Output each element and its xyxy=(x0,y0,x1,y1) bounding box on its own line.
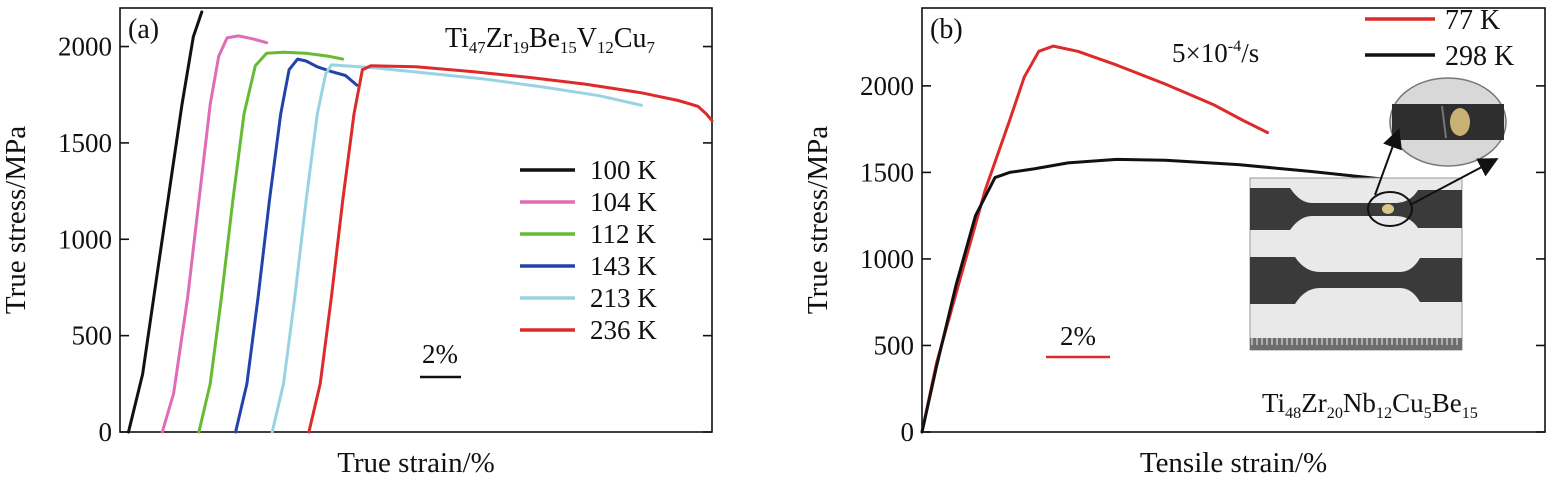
y-tick-label: 0 xyxy=(99,417,113,447)
legend-label: 298 K xyxy=(1445,41,1514,72)
chart-title-part: Zr xyxy=(1301,388,1326,418)
chart-title-part: Ti xyxy=(445,23,469,54)
series-line-298k xyxy=(920,157,1450,434)
ruler-strip xyxy=(1250,338,1462,350)
magnified-fracture xyxy=(1450,108,1470,136)
y-axis-label: True stress/MPa xyxy=(0,126,32,314)
panel-label: (a) xyxy=(128,14,159,45)
specimen-bottom xyxy=(1250,257,1462,304)
chart-title-part: 15 xyxy=(1462,404,1478,422)
chart-title-part: 48 xyxy=(1285,404,1301,422)
specimen-top xyxy=(1250,188,1462,230)
series-line-104k xyxy=(160,34,269,434)
series-line-213k xyxy=(270,63,643,434)
chart-title-part: V xyxy=(577,23,597,54)
strain-rate-label-part: -4 xyxy=(1228,37,1241,55)
panel-a: 0 500 1000 1500 2000 True stress/MPa True stra… xyxy=(0,7,714,479)
y-tick-label: 500 xyxy=(874,330,915,360)
legend-label: 143 K xyxy=(590,251,657,281)
strain-rate-label-part: 5×10 xyxy=(1172,38,1228,68)
strain-rate-label: 5×10-4/s xyxy=(1172,37,1259,68)
chart-title: Ti48Zr20Nb12Cu5Be15 xyxy=(1262,388,1478,422)
y-tick-label: 1000 xyxy=(58,224,112,254)
plot-frame xyxy=(119,7,713,433)
y-tick-label: 1000 xyxy=(860,244,914,274)
series-line-112k xyxy=(197,50,345,434)
panel-label: (b) xyxy=(930,14,963,45)
chart-title-part: 7 xyxy=(647,38,655,57)
y-tick-label: 0 xyxy=(901,417,915,447)
arrow-left xyxy=(1374,128,1402,196)
scale-bar-label: 2% xyxy=(1060,321,1096,351)
chart-title-part: 19 xyxy=(512,38,529,57)
legend-label: 77 K xyxy=(1445,5,1500,36)
chart-title-part: 47 xyxy=(469,38,486,57)
x-axis-label: True strain/% xyxy=(337,447,495,476)
series-line-100k xyxy=(127,10,204,434)
chart-title-part: Be xyxy=(1432,388,1462,418)
fracture-line xyxy=(1441,105,1447,139)
series-line-236k xyxy=(307,64,714,434)
legend-label: 104 K xyxy=(590,187,657,217)
magnified-view xyxy=(1389,77,1507,167)
highlight-circle xyxy=(1367,191,1413,227)
chart-title-part: Cu xyxy=(614,23,647,54)
panel-b: 0 500 1000 1500 2000 True stress/MPa Tensile s… xyxy=(802,5,1546,479)
chart-title: Ti47Zr19Be15V12Cu7 xyxy=(445,23,655,57)
legend-label: 100 K xyxy=(590,155,657,185)
arrow-right xyxy=(1409,158,1499,206)
chart-title-part: 5 xyxy=(1424,404,1432,422)
y-tick-label: 2000 xyxy=(58,32,112,62)
specimen-photo xyxy=(1249,177,1463,351)
y-tick-label: 1500 xyxy=(58,128,112,158)
legend-label: 112 K xyxy=(590,219,656,249)
chart-title-part: 12 xyxy=(1376,404,1392,422)
series-line-77k xyxy=(920,44,1270,434)
chart-title-part: Be xyxy=(529,23,560,54)
series-line-143k xyxy=(234,57,359,434)
chart-title-part: 20 xyxy=(1327,404,1343,422)
strain-rate-label-part: /s xyxy=(1241,38,1259,68)
chart-title-part: Zr xyxy=(486,23,513,54)
y-tick-label: 2000 xyxy=(860,71,914,101)
scale-bar-label: 2% xyxy=(422,339,458,369)
chart-title-part: Ti xyxy=(1262,388,1285,418)
y-axis-label: True stress/MPa xyxy=(802,126,834,314)
y-tick-label: 500 xyxy=(72,321,113,351)
x-axis-label: Tensile strain/% xyxy=(1140,447,1327,476)
chart-title-part: 12 xyxy=(597,38,614,57)
legend-label: 236 K xyxy=(590,315,657,345)
chart-title-part: 15 xyxy=(560,38,577,57)
magnified-specimen xyxy=(1392,104,1504,140)
chart-title-part: Cu xyxy=(1392,388,1424,418)
fracture-spot xyxy=(1382,204,1394,214)
plot-frame xyxy=(921,7,1546,433)
y-tick-label: 1500 xyxy=(860,157,914,187)
legend-label: 213 K xyxy=(590,283,657,313)
chart-title-part: Nb xyxy=(1343,388,1376,418)
